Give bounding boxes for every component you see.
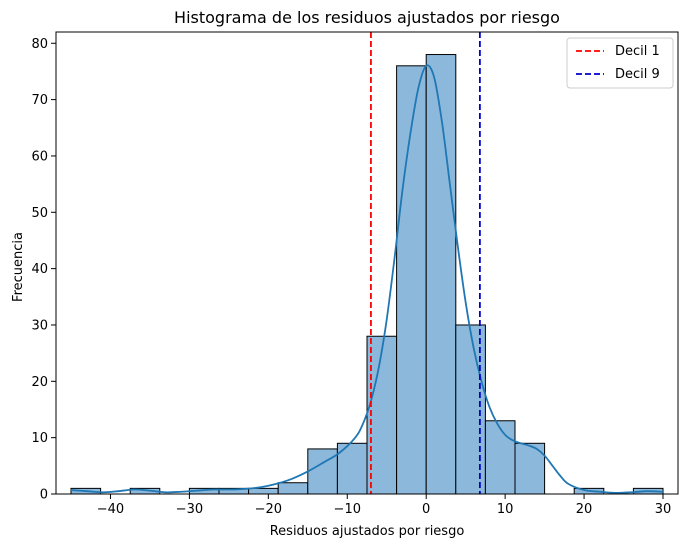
x-axis-title: Residuos ajustados por riesgo (270, 524, 465, 539)
histogram-bars (70, 54, 664, 495)
y-tick-label: 20 (31, 375, 48, 390)
y-tick-label: 80 (31, 37, 48, 52)
x-tick-label: 10 (497, 502, 514, 517)
decile-lines (370, 32, 481, 494)
x-tick-label: 0 (422, 502, 430, 517)
y-tick-label: 70 (31, 93, 48, 108)
y-tick-label: 0 (40, 488, 48, 503)
histogram-bar (366, 335, 398, 495)
kde-curve-layer (70, 64, 664, 494)
x-tick-label: −30 (176, 502, 203, 517)
kde-curve (70, 64, 664, 494)
legend-label-decil-1: Decil 1 (615, 44, 660, 59)
y-tick-label: 60 (31, 149, 48, 164)
histogram-bar (277, 482, 309, 495)
histogram-bar (455, 324, 486, 495)
histogram-bar (307, 448, 338, 495)
x-tick-label: −20 (255, 502, 282, 517)
plot-frame (55, 31, 679, 495)
legend: Decil 1 Decil 9 (566, 37, 674, 89)
histogram-bar (396, 65, 427, 495)
x-tick-label: −10 (334, 502, 361, 517)
x-tick-label: 30 (655, 502, 672, 517)
y-axis-title: Frecuencia (11, 232, 26, 302)
y-axis-ticks: 0 10 20 30 40 50 60 70 80 (31, 37, 56, 503)
x-tick-label: 20 (576, 502, 593, 517)
legend-label-decil-9: Decil 9 (615, 67, 660, 82)
histogram-bar (484, 420, 516, 495)
x-tick-label: −40 (97, 502, 124, 517)
y-tick-label: 50 (31, 206, 48, 221)
y-tick-label: 30 (31, 318, 48, 333)
histogram-bar (425, 54, 457, 495)
y-tick-label: 10 (31, 431, 48, 446)
x-axis-ticks: −40 −30 −20 −10 0 10 20 30 (97, 494, 672, 517)
legend-box (566, 37, 674, 89)
y-tick-label: 40 (31, 262, 48, 277)
histogram-bar (248, 487, 279, 495)
chart-title: Histograma de los residuos ajustados por… (174, 8, 560, 27)
